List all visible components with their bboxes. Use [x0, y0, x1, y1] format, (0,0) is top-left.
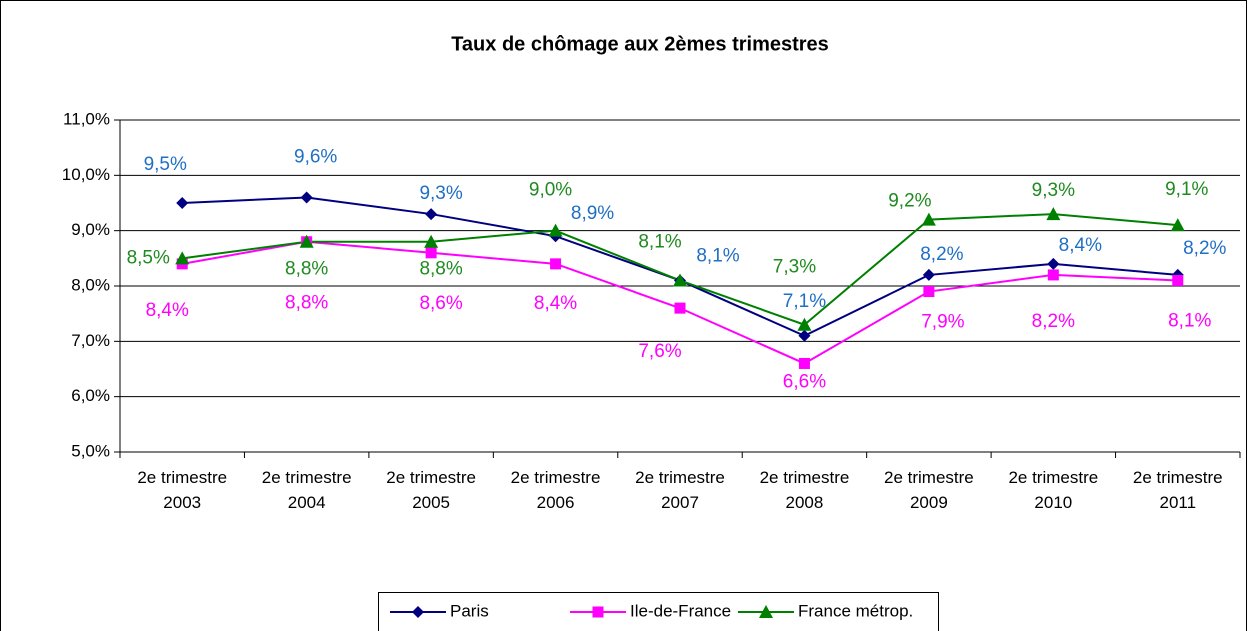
data-label: 9,2%: [888, 191, 931, 212]
data-point: [548, 223, 563, 237]
y-tick-label: 6,0%: [71, 386, 110, 405]
data-label: 8,8%: [285, 293, 328, 314]
data-label: 8,9%: [571, 203, 614, 224]
data-label: 9,3%: [419, 183, 462, 204]
data-point: [550, 258, 562, 270]
data-label: 9,6%: [294, 146, 337, 167]
data-label: 8,1%: [1168, 310, 1211, 331]
x-tick-label: 2e trimestre 2006: [510, 468, 601, 512]
legend-label: France métrop.: [798, 601, 913, 620]
x-tick-label: 2e trimestre 2003: [137, 468, 228, 512]
data-point: [1047, 269, 1059, 281]
data-point: [673, 273, 687, 287]
data-label: 7,9%: [921, 312, 964, 333]
data-point: [1172, 274, 1184, 286]
data-point: [921, 212, 936, 226]
x-tick-label: 2e trimestre 2009: [884, 468, 974, 512]
data-point: [300, 191, 313, 204]
x-tick-label: 2e trimestre 2005: [386, 468, 476, 512]
data-label: 9,1%: [1165, 179, 1208, 200]
x-tick-label: 2e trimestre 2007: [635, 468, 725, 512]
data-label: 7,1%: [783, 291, 826, 312]
data-label: 8,8%: [419, 259, 462, 280]
legend-marker: [592, 606, 604, 618]
y-tick-label: 8,0%: [71, 275, 110, 294]
x-tick-label: 2e trimestre 2011: [1132, 468, 1223, 512]
data-label: 8,6%: [419, 293, 462, 314]
data-point: [425, 247, 437, 259]
data-label: 9,0%: [529, 180, 572, 201]
data-label: 8,1%: [638, 231, 681, 252]
data-label: 6,6%: [783, 371, 826, 392]
data-label: 8,2%: [920, 244, 963, 265]
data-label: 8,2%: [1183, 238, 1226, 259]
y-tick-label: 5,0%: [71, 441, 110, 460]
data-label: 8,4%: [146, 300, 189, 321]
y-tick-label: 11,0%: [63, 109, 110, 128]
data-point: [674, 302, 686, 314]
legend-label: Paris: [450, 601, 489, 620]
data-point: [798, 329, 811, 342]
x-tick-label: 2e trimestre 2008: [759, 468, 850, 512]
data-point: [425, 208, 438, 221]
data-label: 8,5%: [127, 247, 170, 268]
data-label: 8,4%: [1059, 235, 1102, 256]
data-point: [1047, 257, 1060, 270]
data-label: 7,3%: [773, 257, 816, 278]
legend-marker: [412, 606, 424, 618]
data-label: 8,2%: [1032, 311, 1075, 332]
data-point: [923, 286, 935, 298]
data-point: [798, 357, 810, 369]
data-point: [299, 234, 314, 248]
data-point: [922, 268, 935, 281]
x-tick-label: 2e trimestre 2010: [1008, 468, 1099, 512]
data-label: 8,8%: [285, 259, 328, 280]
data-label: 8,1%: [696, 245, 739, 266]
x-tick-label: 2e trimestre 2004: [261, 468, 352, 512]
data-point: [1046, 207, 1061, 221]
data-point: [175, 251, 190, 265]
data-label: 9,5%: [144, 154, 187, 175]
y-tick-label: 10,0%: [62, 165, 110, 184]
data-point: [176, 197, 189, 209]
data-point: [424, 234, 439, 248]
legend-marker: [759, 605, 773, 618]
data-label: 9,3%: [1032, 180, 1075, 201]
chart-title: Taux de chômage aux 2èmes trimestres: [451, 33, 829, 55]
data-label: 8,4%: [534, 293, 577, 314]
legend-box: [378, 592, 939, 631]
legend-label: Ile-de-France: [630, 601, 731, 620]
y-tick-label: 9,0%: [71, 220, 110, 239]
data-point: [797, 317, 812, 331]
y-tick-label: 7,0%: [71, 331, 110, 350]
data-point: [1170, 218, 1185, 232]
data-label: 7,6%: [638, 341, 681, 362]
